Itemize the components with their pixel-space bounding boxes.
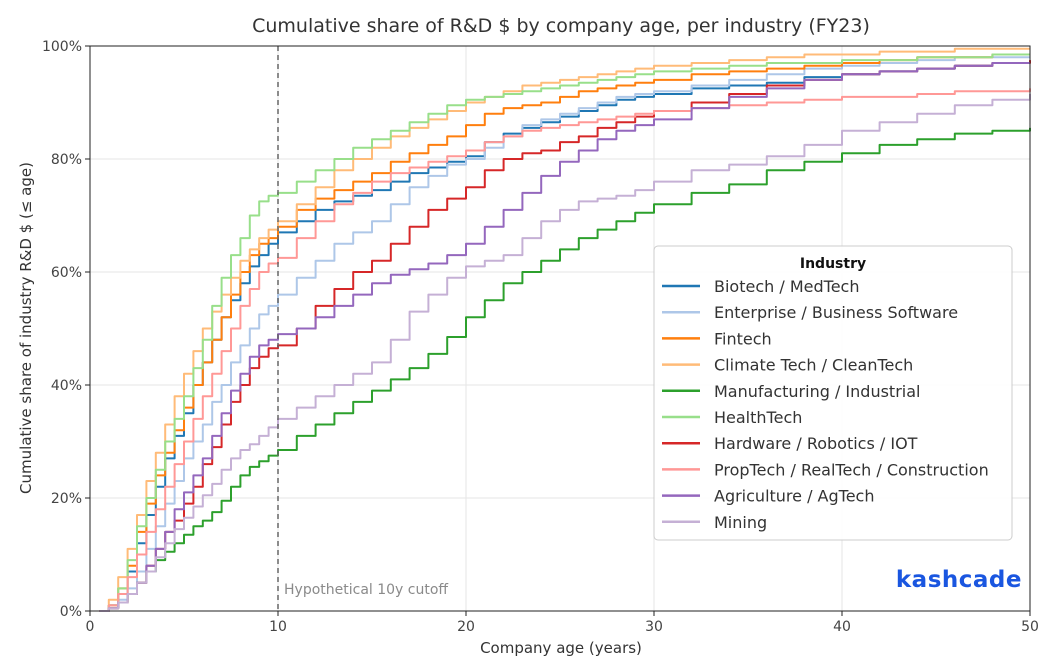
- series-line-mining: [99, 94, 1031, 612]
- legend-label-climate-tech-cleantech: Climate Tech / CleanTech: [714, 356, 913, 375]
- x-tick-label: 40: [833, 619, 851, 635]
- chart-title: Cumulative share of R&D $ by company age…: [252, 15, 870, 37]
- legend-label-manufacturing-industrial: Manufacturing / Industrial: [714, 382, 920, 401]
- legend-label-healthtech: HealthTech: [714, 408, 802, 427]
- x-axis-label: Company age (years): [480, 639, 642, 657]
- legend-label-enterprise-business-software: Enterprise / Business Software: [714, 303, 958, 322]
- y-tick-label: 60%: [51, 265, 82, 281]
- y-axis-label: Cumulative share of industry R&D $ (≤ ag…: [17, 162, 35, 494]
- x-axis-ticks: 0 10 20 30 40 50: [86, 611, 1039, 635]
- series-line-healthtech: [99, 53, 1030, 612]
- legend-label-mining: Mining: [714, 513, 767, 532]
- y-tick-label: 40%: [51, 378, 82, 394]
- series-line-agriculture-agtech: [99, 62, 1030, 612]
- legend: Industry Biotech / MedTech Enterprise / B…: [653, 245, 1013, 541]
- y-tick-label: 100%: [42, 39, 82, 55]
- plot-frame: [89, 45, 1031, 612]
- legend-title: Industry: [800, 256, 866, 272]
- legend-items: Biotech / MedTech Enterprise / Business S…: [662, 277, 989, 532]
- series-line-biotech-medtech: [99, 62, 1030, 612]
- y-axis-ticks: 0% 20% 40% 60% 80% 100%: [42, 39, 90, 620]
- series-line-climate-tech-cleantech: [99, 47, 1030, 612]
- x-tick-label: 30: [645, 619, 663, 635]
- legend-label-hardware-robotics-iot: Hardware / Robotics / IOT: [714, 434, 918, 453]
- x-tick-label: 10: [269, 619, 287, 635]
- y-tick-label: 0%: [60, 604, 82, 620]
- brand-logo: kashcade: [896, 567, 1022, 593]
- legend-label-proptech-realtech-construction: PropTech / RealTech / Construction: [714, 460, 989, 479]
- legend-box: [653, 245, 1013, 541]
- x-tick-label: 20: [457, 619, 475, 635]
- legend-label-fintech: Fintech: [714, 329, 772, 348]
- cutoff-label: Hypothetical 10y cutoff: [284, 582, 448, 598]
- legend-label-agriculture-agtech: Agriculture / AgTech: [714, 487, 875, 506]
- x-tick-label: 50: [1021, 619, 1039, 635]
- legend-label-biotech-medtech: Biotech / MedTech: [714, 277, 859, 296]
- y-tick-label: 20%: [51, 491, 82, 507]
- y-tick-label: 80%: [51, 152, 82, 168]
- x-tick-label: 0: [86, 619, 95, 635]
- series-lines: [99, 47, 1031, 612]
- series-line-manufacturing-industrial: [99, 127, 1031, 612]
